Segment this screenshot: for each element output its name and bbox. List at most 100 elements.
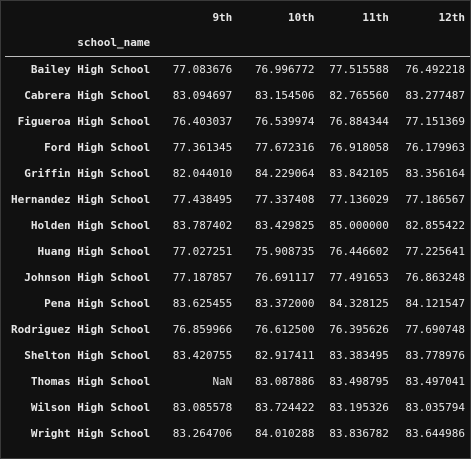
table-cell-11th: 76.395626 — [329, 323, 389, 336]
row-index-school-name: Shelton High School — [24, 349, 151, 362]
row-index-school-name: Rodriguez High School — [11, 323, 151, 336]
index-name-spacer — [155, 30, 238, 57]
table-row: Thomas High School NaN 83.087886 83.498795 8… — [5, 369, 470, 395]
table-row: Griffin High School 82.044010 84.229064 83.… — [5, 161, 470, 187]
column-header-row: 9th 10th 11th 12th — [5, 6, 470, 30]
table-row: Shelton High School 83.420755 82.917411 83.… — [5, 343, 470, 369]
row-index-school-name: Figueroa High School — [17, 115, 151, 128]
row-index-school-name: Bailey High School — [30, 63, 151, 76]
table-cell-9th: 77.027251 — [172, 245, 233, 258]
column-header-11th: 11th — [362, 11, 389, 24]
table-cell-9th: 76.403037 — [172, 115, 233, 128]
table-cell-9th: 77.083676 — [172, 63, 233, 76]
row-index-school-name: Thomas High School — [30, 375, 151, 388]
column-header-10th: 10th — [288, 11, 315, 24]
table-cell-11th: 77.136029 — [329, 193, 389, 206]
table-cell-12th: 76.179963 — [405, 141, 465, 154]
table-cell-11th: 83.383495 — [329, 349, 389, 362]
index-name-spacer — [319, 30, 394, 57]
table-cell-10th: 76.539974 — [254, 115, 315, 128]
row-index-school-name: Hernandez High School — [11, 193, 151, 206]
table-cell-10th: 76.691117 — [254, 271, 315, 284]
table-cell-9th: 83.085578 — [172, 401, 233, 414]
table-cell-11th: 84.328125 — [329, 297, 389, 310]
table-cell-11th: 82.765560 — [329, 89, 389, 102]
table-row: Wright High School 83.264706 84.010288 83.8… — [5, 421, 470, 447]
table-cell-12th: 83.497041 — [405, 375, 465, 388]
table-row: Hernandez High School 77.438495 77.337408 7… — [5, 187, 470, 213]
table-cell-10th: 75.908735 — [254, 245, 315, 258]
column-header-12th: 12th — [438, 11, 466, 24]
row-index-school-name: Johnson High School — [24, 271, 151, 284]
table-row: Pena High School 83.625455 83.372000 84.328… — [5, 291, 470, 317]
table-row: Cabrera High School 83.094697 83.154506 82.… — [5, 83, 470, 109]
table-cell-10th: 84.229064 — [254, 167, 315, 180]
table-cell-9th: 83.264706 — [172, 427, 233, 440]
table-cell-12th: 83.644986 — [405, 427, 465, 440]
row-index-school-name: Griffin High School — [24, 167, 151, 180]
table-row: Bailey High School 77.083676 76.996772 77.5… — [5, 57, 470, 84]
index-name-row: school_name — [5, 30, 470, 57]
row-index-school-name: Pena High School — [44, 297, 151, 310]
row-index-school-name: Cabrera High School — [24, 89, 151, 102]
table-cell-9th: 83.787402 — [172, 219, 233, 232]
row-index-school-name: Wilson High School — [30, 401, 151, 414]
table-row: Holden High School 83.787402 83.429825 85.0… — [5, 213, 470, 239]
table-cell-9th: 76.859966 — [172, 323, 233, 336]
table-cell-12th: 77.186567 — [405, 193, 465, 206]
table-cell-9th: 82.044010 — [172, 167, 233, 180]
table-cell-12th: 83.778976 — [405, 349, 465, 362]
table-cell-10th: 76.996772 — [254, 63, 315, 76]
table-cell-10th: 83.372000 — [254, 297, 315, 310]
table-cell-11th: 85.000000 — [329, 219, 389, 232]
column-header-9th: 9th — [212, 11, 233, 24]
table-cell-12th: 83.035794 — [405, 401, 465, 414]
table-cell-10th: 82.917411 — [254, 349, 315, 362]
table-cell-12th: 76.492218 — [405, 63, 465, 76]
table-header: 9th 10th 11th 12th school_name — [5, 6, 470, 57]
table-row: Huang High School 77.027251 75.908735 76.44… — [5, 239, 470, 265]
table-cell-12th: 77.690748 — [405, 323, 465, 336]
table-cell-12th: 82.855422 — [405, 219, 465, 232]
table-cell-10th: 83.429825 — [254, 219, 315, 232]
table-cell-10th: 77.672316 — [254, 141, 315, 154]
table-cell-11th: 76.884344 — [329, 115, 389, 128]
table-cell-12th: 83.356164 — [405, 167, 465, 180]
table-cell-10th: 84.010288 — [254, 427, 315, 440]
table-cell-11th: 76.918058 — [329, 141, 389, 154]
table-cell-12th: 83.277487 — [405, 89, 465, 102]
index-name-label: school_name — [5, 30, 156, 57]
table-row: Johnson High School 77.187857 76.691117 77.… — [5, 265, 470, 291]
table-cell-10th: 83.724422 — [254, 401, 315, 414]
table-cell-11th: 77.491653 — [329, 271, 389, 284]
dataframe-table: 9th 10th 11th 12th school_name Bailey Hi… — [5, 6, 470, 447]
table-cell-12th: 76.863248 — [405, 271, 465, 284]
table-cell-9th: 83.420755 — [172, 349, 233, 362]
table-cell-11th: 76.446602 — [329, 245, 389, 258]
table-cell-9th: 77.187857 — [172, 271, 233, 284]
table-cell-9th: 77.361345 — [172, 141, 233, 154]
table-cell-9th: 77.438495 — [172, 193, 233, 206]
row-index-school-name: Huang High School — [37, 245, 151, 258]
table-cell-11th: 83.195326 — [329, 401, 389, 414]
index-name-spacer — [393, 30, 470, 57]
table-cell-9th: 83.625455 — [172, 297, 233, 310]
row-index-school-name: Holden High School — [30, 219, 151, 232]
column-header-blank — [5, 6, 155, 30]
table-cell-11th: 77.515588 — [329, 63, 389, 76]
table-row: Rodriguez High School 76.859966 76.612500 7… — [5, 317, 470, 343]
table-cell-11th: 83.836782 — [329, 427, 389, 440]
index-name-spacer — [237, 30, 320, 57]
table-cell-10th: 77.337408 — [254, 193, 315, 206]
row-index-school-name: Ford High School — [44, 141, 151, 154]
table-cell-9th: 83.094697 — [172, 89, 233, 102]
table-cell-11th: 83.498795 — [329, 375, 389, 388]
table-row: Figueroa High School 76.403037 76.539974 76… — [5, 109, 470, 135]
table-cell-9th: NaN — [212, 375, 233, 388]
table-cell-12th: 84.121547 — [405, 297, 465, 310]
table-cell-12th: 77.225641 — [405, 245, 465, 258]
table-cell-12th: 77.151369 — [405, 115, 465, 128]
row-index-school-name: Wright High School — [30, 427, 151, 440]
table-cell-11th: 83.842105 — [329, 167, 389, 180]
